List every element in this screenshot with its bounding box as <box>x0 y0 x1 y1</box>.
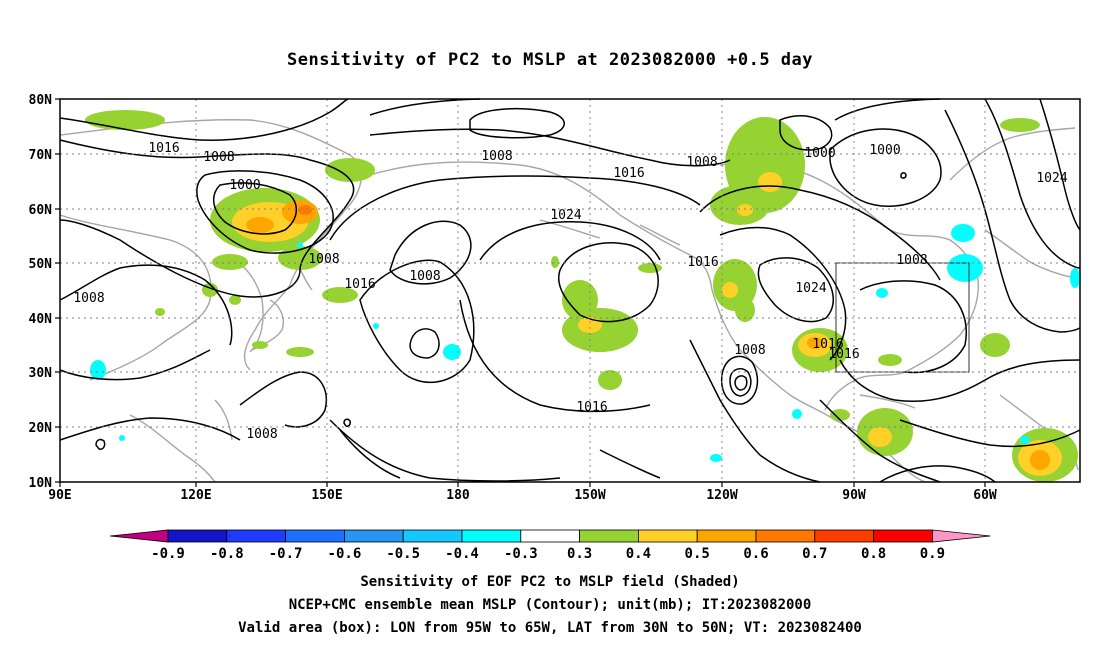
colorbar-swatch <box>520 529 580 543</box>
lat-label: 40N <box>29 312 53 327</box>
colorbar-tick-label: 0.8 <box>861 546 886 562</box>
contour-label: 1008 <box>481 149 512 164</box>
colorbar-swatch <box>226 529 287 543</box>
colorbar-swatch <box>579 529 639 543</box>
colorbar-labels: -0.9 -0.8 -0.7 -0.6 -0.5 -0.4 -0.3 0.3 0.4 0.5 0.6… <box>151 546 945 562</box>
negative-sensitivity-shading <box>90 224 1080 462</box>
colorbar-swatch <box>814 529 874 543</box>
colorbar-tick-label: 0.3 <box>567 546 592 562</box>
lon-label: 150W <box>574 488 605 503</box>
lat-label: 60N <box>29 203 53 218</box>
colorbar-tick-label: -0.9 <box>151 546 185 562</box>
colorbar-swatch <box>873 529 933 543</box>
lat-label: 70N <box>29 148 53 163</box>
colorbar-tick-label: 0.9 <box>920 546 945 562</box>
contour-label: 1016 <box>344 277 375 292</box>
colorbar-swatch <box>638 529 698 543</box>
colorbar-tick-label: 0.6 <box>743 546 768 562</box>
axis-ticks <box>55 98 986 487</box>
contour-label: 1024 <box>550 208 581 223</box>
colorbar-swatch <box>402 529 463 543</box>
lon-label: 120W <box>706 488 737 503</box>
contour-label: 1008 <box>73 291 104 306</box>
contour-label: 1008 <box>203 150 234 165</box>
colorbar-tick-label: -0.4 <box>445 546 479 562</box>
colorbar-tick-label: -0.3 <box>504 546 538 562</box>
contour-label: 1000 <box>804 146 835 161</box>
plot-frame <box>59 98 1081 483</box>
contour-label: 1016 <box>576 400 607 415</box>
colorbar-tick-label: -0.7 <box>269 546 303 562</box>
contour-label: 1000 <box>869 143 900 158</box>
colorbar-arrow-low <box>109 529 169 543</box>
colorbar-swatch <box>755 529 816 543</box>
contour-label: 1016 <box>812 337 843 352</box>
contour-label: 1016 <box>687 255 718 270</box>
lon-label: 60W <box>973 488 997 503</box>
lat-label: 10N <box>29 476 53 491</box>
contour-label: 1016 <box>613 166 644 181</box>
caption-line-2: NCEP+CMC ensemble mean MSLP (Contour); u… <box>288 597 812 613</box>
lat-label: 30N <box>29 366 53 381</box>
lon-label: 90E <box>48 488 71 503</box>
gridlines <box>60 99 1080 482</box>
contour-label: 1008 <box>308 252 339 267</box>
contour-label: 1016 <box>828 347 859 362</box>
contour-label: 1008 <box>734 343 765 358</box>
colorbar <box>109 529 991 543</box>
contour-label: 1008 <box>409 269 440 284</box>
contour-label: 1008 <box>686 155 717 170</box>
caption-line-1: Sensitivity of EOF PC2 to MSLP field (Sh… <box>360 574 740 590</box>
lon-label: 120E <box>180 488 211 503</box>
lat-label: 20N <box>29 421 53 436</box>
lat-label: 80N <box>29 93 53 108</box>
lon-label: 90W <box>842 488 866 503</box>
contour-label: 1000 <box>229 178 260 193</box>
coastlines <box>59 119 1079 483</box>
colorbar-tick-label: -0.5 <box>386 546 420 562</box>
lat-label: 50N <box>29 257 53 272</box>
contour-label: 1024 <box>795 281 826 296</box>
colorbar-swatch <box>343 529 404 543</box>
colorbar-arrow-high <box>932 529 991 543</box>
colorbar-swatch <box>696 529 757 543</box>
colorbar-tick-label: -0.8 <box>210 546 244 562</box>
colorbar-tick-label: 0.4 <box>626 546 651 562</box>
map-title: Sensitivity of PC2 to MSLP at 2023082000… <box>286 50 813 70</box>
lon-label: 150E <box>311 488 342 503</box>
contour-label: 1008 <box>896 253 927 268</box>
colorbar-tick-label: -0.6 <box>328 546 362 562</box>
caption-line-3: Valid area (box): LON from 95W to 65W, L… <box>238 620 862 636</box>
valid-area-box <box>835 262 970 373</box>
contour-label: 1008 <box>246 427 277 442</box>
colorbar-swatch <box>285 529 345 543</box>
colorbar-swatch <box>461 529 522 543</box>
colorbar-tick-label: 0.5 <box>685 546 710 562</box>
colorbar-tick-label: 0.7 <box>802 546 827 562</box>
lon-label: 180 <box>446 488 470 503</box>
colorbar-swatch <box>167 529 228 543</box>
contour-labels: 1016 1008 1000 1008 1008 1016 1008 1008 … <box>73 141 1067 442</box>
contour-label: 1016 <box>148 141 179 156</box>
contour-label: 1024 <box>1036 171 1067 186</box>
mslp-contours <box>59 98 1081 483</box>
